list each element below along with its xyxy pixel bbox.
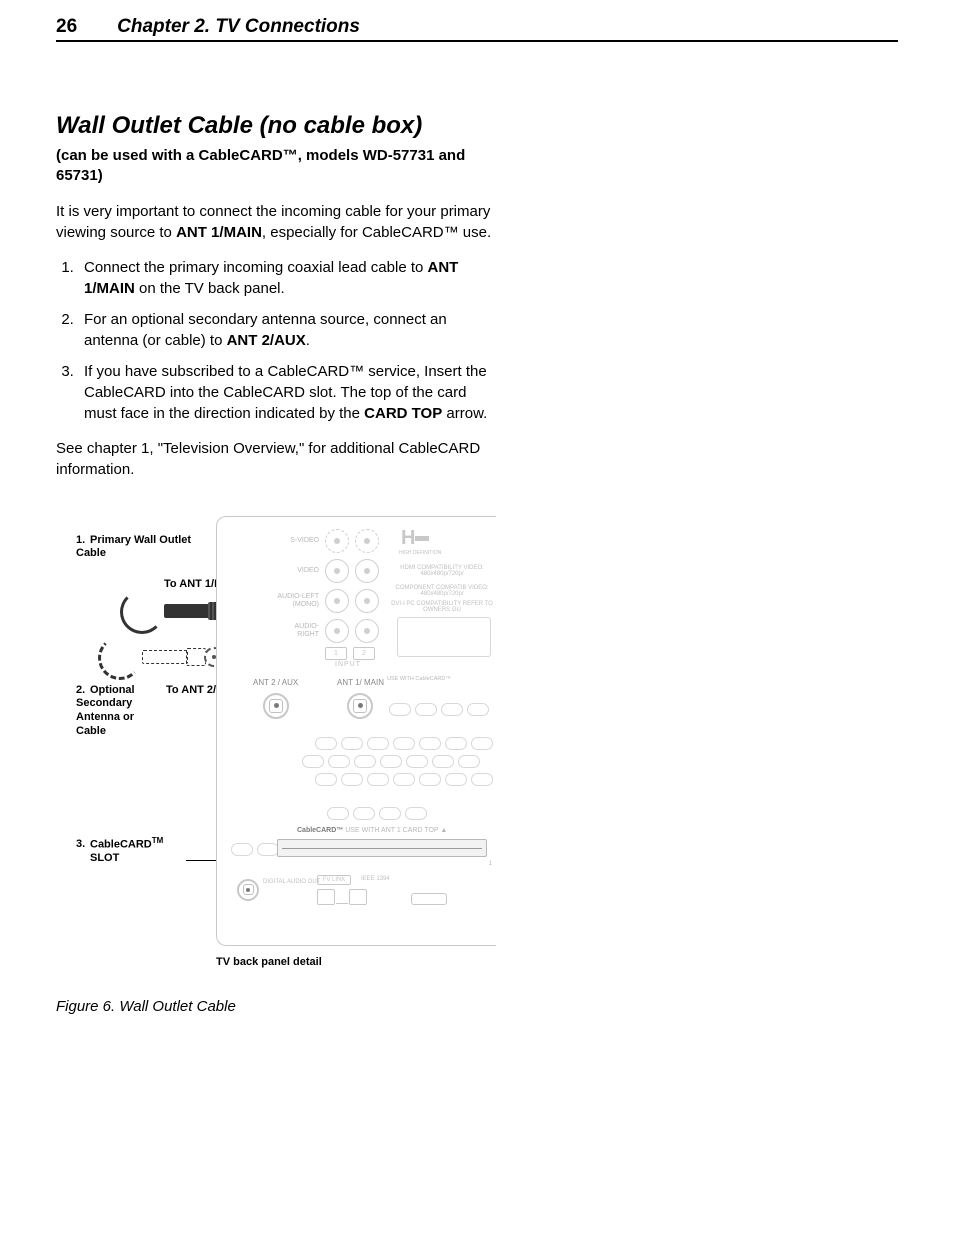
callout-3: 3.CableCARDTM SLOT [76,836,216,866]
callout-1: 1.Primary Wall Outlet Cable [76,534,196,562]
step-3: If you have subscribed to a CableCARD™ s… [78,361,496,424]
compat-1: HDMI COMPATIBILITY VIDEO: 480i/480p/720p… [387,565,496,578]
digital-audio-label: DIGITAL AUDIO OUT [263,879,320,885]
compat-2: COMPONENT COMPATIB VIDEO: 480i/480p/720p… [387,585,496,598]
ant1-sub: USE WITH CableCARD™ [387,677,451,683]
vent-row-2 [315,737,493,750]
vent-row-1 [389,703,489,716]
chapter-title: Chapter 2. TV Connections [117,16,360,38]
callout-2: 2.Optional Secondary Antenna or Cable [76,684,166,739]
intro-paragraph: It is very important to connect the inco… [56,201,496,243]
coax-ant2 [263,693,289,719]
vent-row-4 [315,773,493,786]
jack-video-2 [355,559,379,583]
bottom-port-long [411,893,447,905]
cable-plug-secondary [104,638,224,678]
label-video: VIDEO [275,567,319,574]
ant2-label: ANT 2 / AUX [253,679,298,688]
label-audio-r: AUDIO-RIGHT [275,623,319,638]
figure-caption: Figure 6. Wall Outlet Cable [56,998,496,1015]
label-audio-l: AUDIO-LEFT (MONO) [275,593,319,608]
label-svideo: S-VIDEO [275,537,319,544]
ieee-port-1 [317,889,335,905]
cablecard-slot [277,839,487,857]
jack-audio-l-2 [355,589,379,613]
vent-row-6 [231,843,279,856]
section-title: Wall Outlet Cable (no cable box) [56,112,496,140]
page-number: 26 [56,16,77,38]
page-header: 26 Chapter 2. TV Connections [56,16,898,42]
input-1-box: 1 [325,647,347,660]
panel-caption: TV back panel detail [216,956,322,968]
vent-row-3 [302,755,480,768]
back-panel-diagram: 1.Primary Wall Outlet Cable To ANT 1/MAI… [56,516,496,976]
cardslot-label: CableCARD™ USE WITH ANT 1 CARD TOP ▲ [297,827,447,834]
ieee-label: IEEE 1394 [361,876,390,883]
jack-audio-l-1 [325,589,349,613]
closing-paragraph: See chapter 1, "Television Overview," fo… [56,438,496,480]
vent-row-5 [327,807,427,820]
step-1: Connect the primary incoming coaxial lea… [78,257,496,299]
jack-video-1 [325,559,349,583]
ant1-label: ANT 1/ MAIN [337,679,384,688]
input-2-box: 2 [353,647,375,660]
tv-back-panel: S-VIDEO VIDEO AUDIO-LEFT (MONO) AUDIO-RI… [216,516,496,946]
steps-list: Connect the primary incoming coaxial lea… [56,257,496,424]
jack-audio-r-1 [325,619,349,643]
jack-svideo-2 [355,529,379,553]
section-subhead: (can be used with a CableCARD™, models W… [56,146,496,187]
compat-3: DVI-I PC COMPATIBILITY REFER TO OWNERS G… [387,601,496,614]
coax-ant1 [347,693,373,719]
digital-audio-jack [237,879,259,901]
ieee-port-2 [349,889,367,905]
jack-audio-r-2 [355,619,379,643]
hdmi-port-outline [397,617,491,657]
figure: 1.Primary Wall Outlet Cable To ANT 1/MAI… [56,516,496,1015]
slot-side-1: 1 [489,861,492,868]
hd-logo: H [401,527,429,550]
step-2: For an optional secondary antenna source… [78,309,496,351]
fvlink-label: FV LINK [317,875,351,885]
input-label: INPUT [335,661,361,669]
hd-sub: HIGH DEFINITION [399,551,441,557]
jack-svideo-1 [325,529,349,553]
